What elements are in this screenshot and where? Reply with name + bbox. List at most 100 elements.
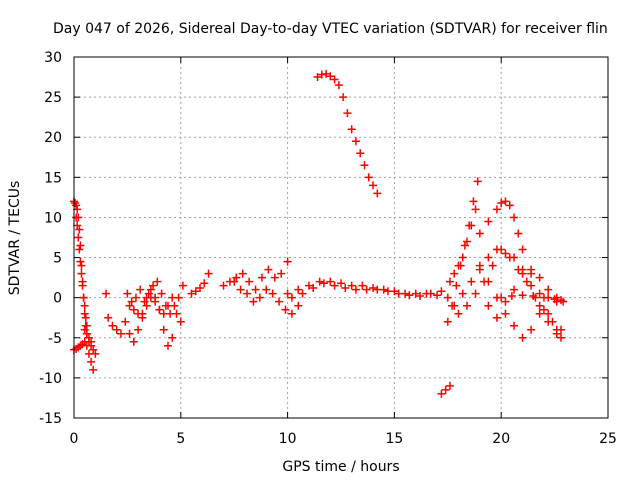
data-point [356, 149, 365, 158]
data-point [510, 285, 519, 294]
data-point [129, 305, 138, 314]
y-tick-label: -10 [39, 371, 62, 387]
data-point [527, 265, 536, 274]
data-point [501, 297, 510, 306]
data-point [426, 289, 435, 298]
y-axis-label: SDTVAR / TECUs [7, 181, 23, 296]
data-point [343, 109, 352, 118]
data-point [394, 289, 403, 298]
data-point [475, 261, 484, 270]
data-point [249, 297, 258, 306]
data-point [129, 337, 138, 346]
data-point [268, 289, 277, 298]
data-point [89, 345, 98, 354]
data-point [411, 289, 420, 298]
axis-ticks: 0 5 10 15 20 25 -15 -10 -5 0 5 10 15 20 25 30 [39, 50, 617, 447]
data-point [127, 297, 136, 306]
data-point [450, 301, 459, 310]
data-point [84, 333, 93, 342]
x-tick-label: 20 [492, 431, 510, 447]
data-point [255, 293, 264, 302]
data-point [527, 325, 536, 334]
data-point [550, 295, 559, 304]
data-point [178, 281, 187, 290]
data-point [505, 253, 514, 262]
y-tick-label: 30 [44, 50, 62, 66]
data-point [437, 389, 446, 398]
data-point [535, 301, 544, 310]
data-point [544, 309, 553, 318]
data-point [330, 281, 339, 290]
data-point [155, 305, 164, 314]
data-point [433, 291, 442, 300]
data-point [458, 289, 467, 298]
data-point [172, 309, 181, 318]
data-point [72, 201, 81, 210]
series-spread-1 [450, 245, 566, 342]
data-point [488, 261, 497, 270]
data-point [140, 297, 149, 306]
data-point [347, 125, 356, 134]
data-point [153, 277, 162, 286]
data-point [159, 325, 168, 334]
data-point [514, 229, 523, 238]
data-point [102, 289, 111, 298]
series-cluster-5 [219, 257, 292, 294]
data-point [443, 293, 452, 302]
data-point [510, 213, 519, 222]
x-tick-label: 0 [70, 431, 79, 447]
data-point [313, 73, 322, 82]
data-point [492, 313, 501, 322]
data-point [529, 292, 538, 301]
data-point [445, 381, 454, 390]
series-cross-1 [475, 261, 561, 342]
data-point [341, 284, 350, 293]
data-point [168, 333, 177, 342]
data-point [501, 249, 510, 258]
data-point [72, 213, 81, 222]
data-point [82, 329, 91, 338]
data-point [454, 309, 463, 318]
series-cluster-1 [102, 289, 125, 338]
y-tick-label: 10 [44, 210, 62, 226]
data-point [317, 70, 326, 79]
data-point [369, 181, 378, 190]
data-point [125, 301, 134, 310]
data-point [351, 137, 360, 146]
data-point [232, 273, 241, 282]
series-cluster-3 [123, 277, 187, 318]
data-point [204, 269, 213, 278]
y-tick-label: 25 [44, 90, 62, 106]
series-early-low [70, 337, 98, 374]
y-tick-label: -15 [39, 411, 62, 427]
data-point [501, 197, 510, 206]
data-point [168, 293, 177, 302]
data-point [138, 313, 147, 322]
data-point [484, 217, 493, 226]
data-point [200, 279, 209, 288]
data-point [116, 329, 125, 338]
data-point [134, 325, 143, 334]
data-point [443, 317, 452, 326]
data-point [535, 289, 544, 298]
data-point [383, 287, 392, 296]
data-point [492, 205, 501, 214]
data-point [87, 357, 96, 366]
data-point [514, 265, 523, 274]
data-point [245, 277, 254, 286]
data-point [362, 285, 371, 294]
data-point [450, 269, 459, 278]
data-point [527, 281, 536, 290]
data-point [287, 309, 296, 318]
x-tick-label: 5 [176, 431, 185, 447]
data-point [475, 229, 484, 238]
data-point [187, 289, 196, 298]
data-point [437, 287, 446, 296]
data-point [163, 341, 172, 350]
data-point [75, 245, 84, 254]
data-point [337, 279, 345, 288]
data-point [473, 177, 482, 186]
data-point [80, 301, 89, 310]
data-point [149, 281, 158, 290]
